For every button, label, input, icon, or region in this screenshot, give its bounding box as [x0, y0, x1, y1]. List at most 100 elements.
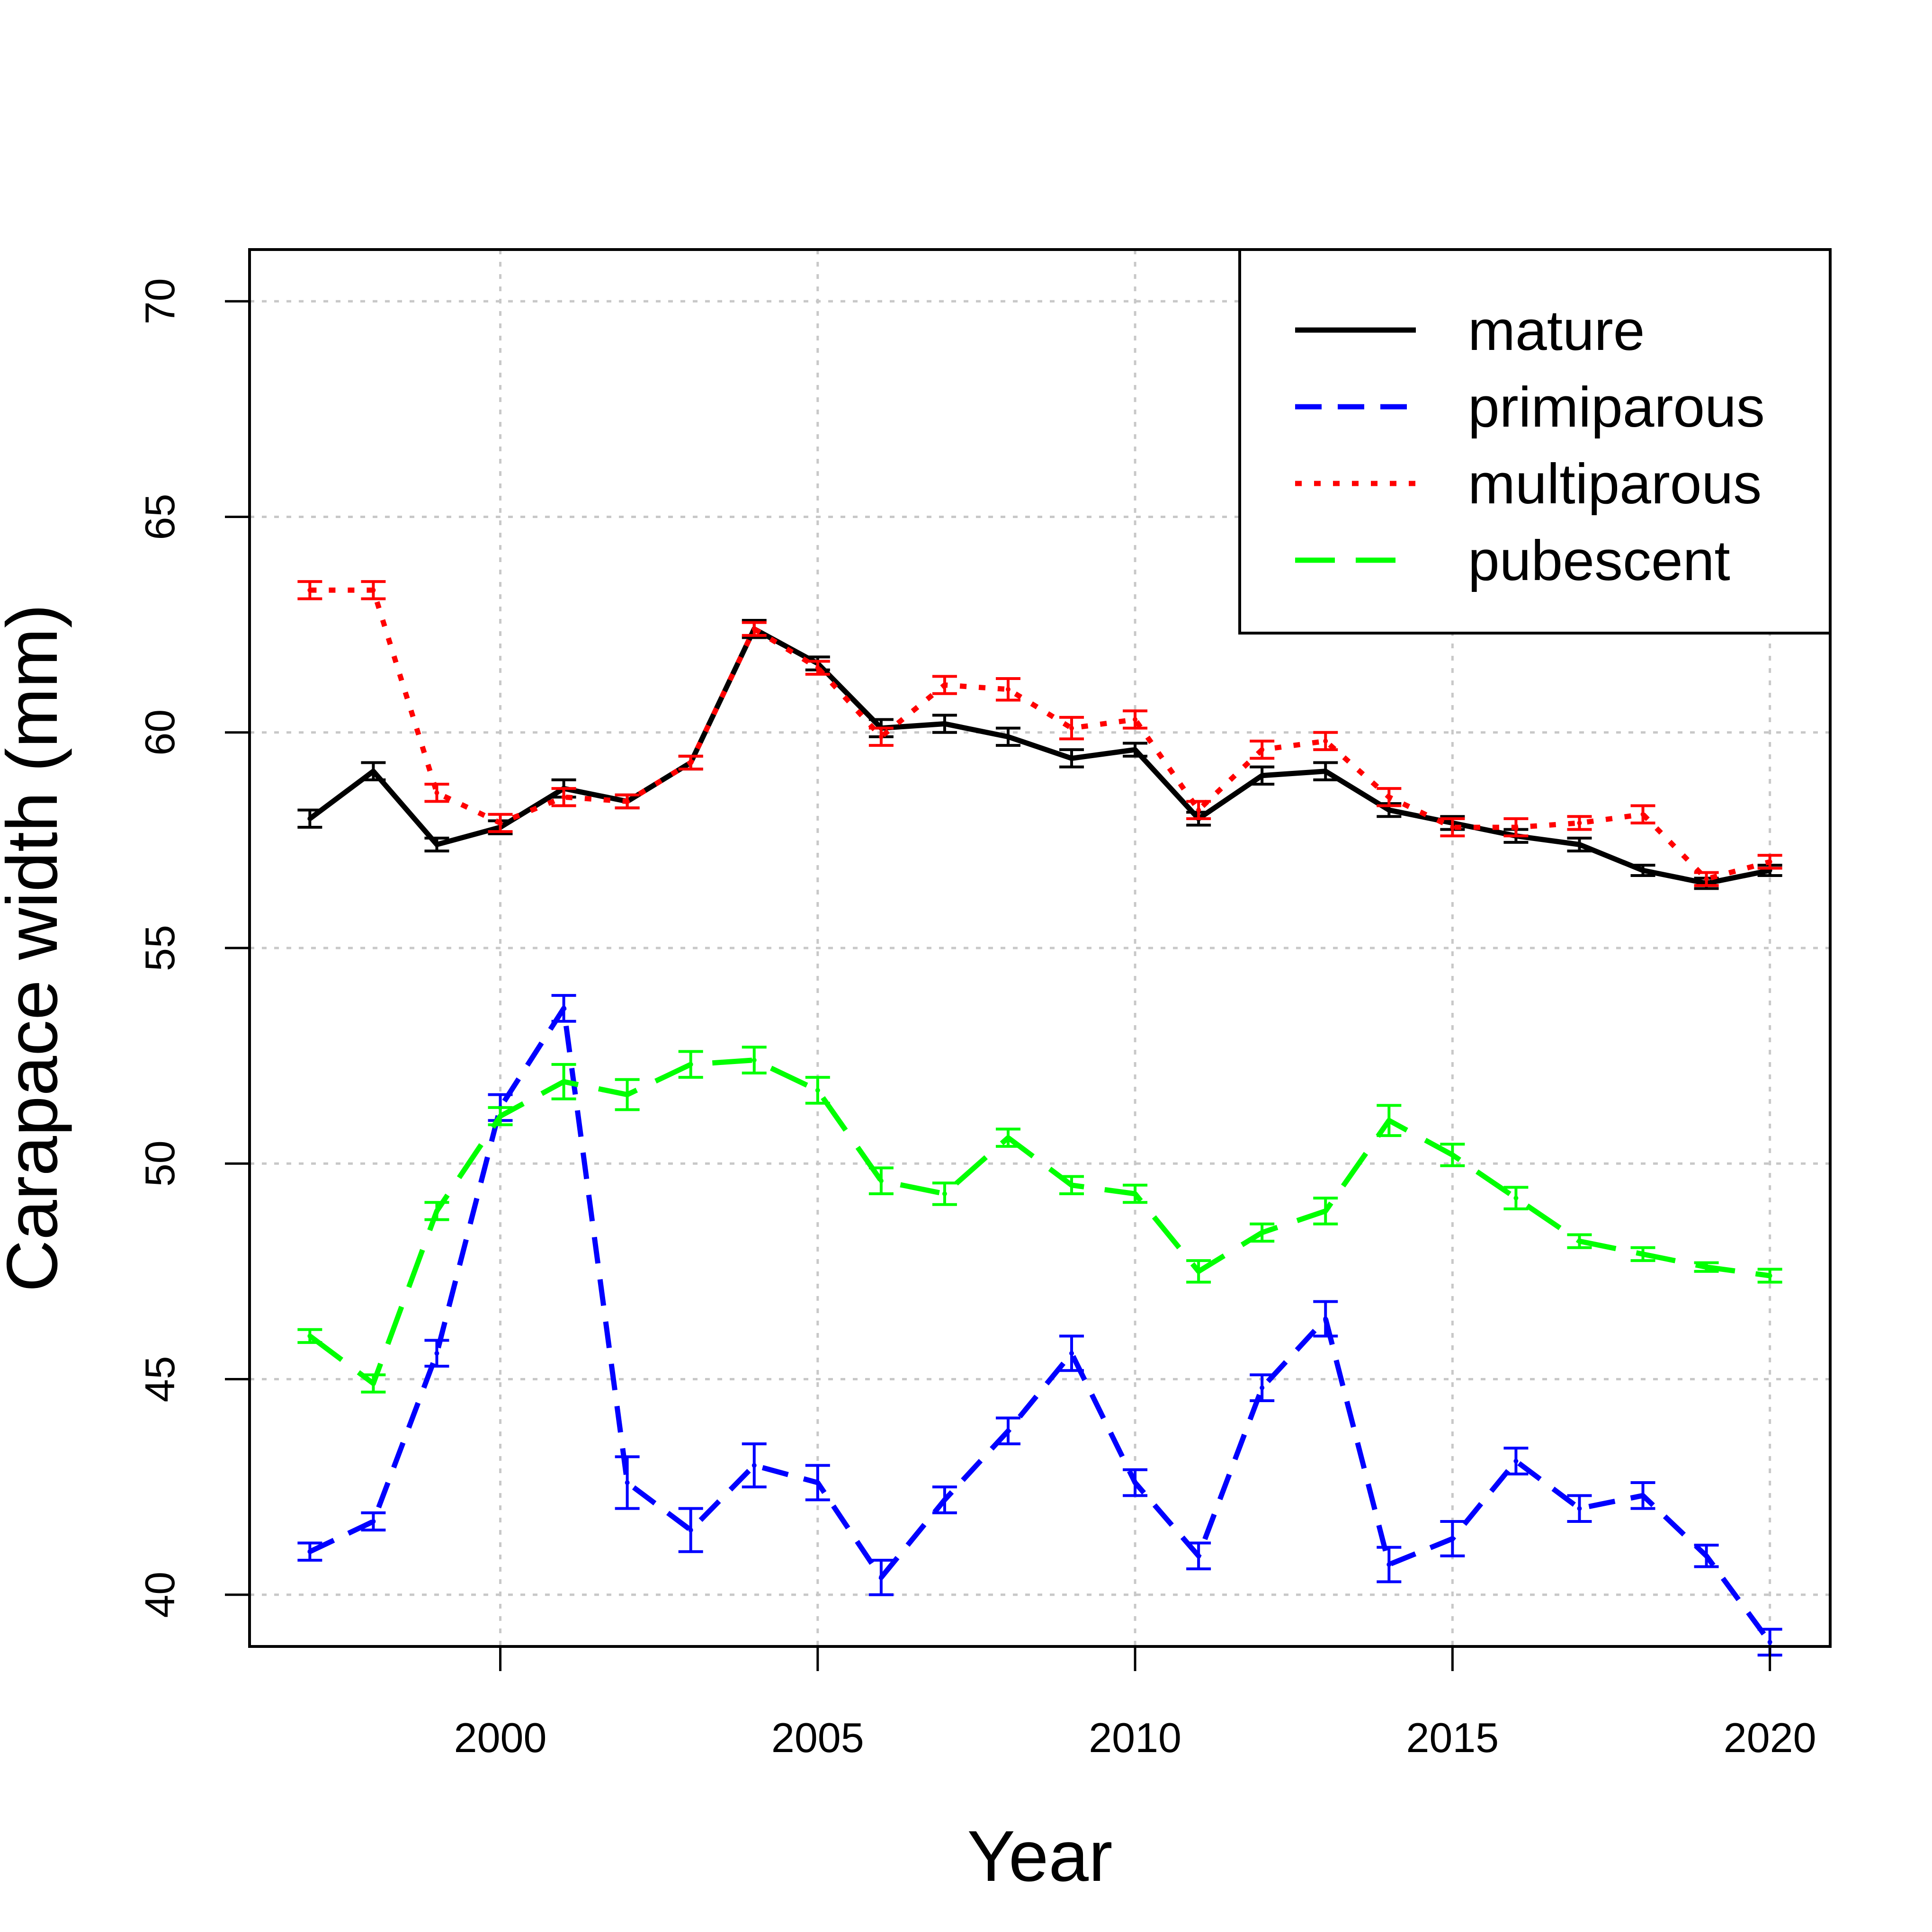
legend-label-multiparous: multiparous	[1468, 452, 1762, 516]
data-point	[942, 682, 947, 688]
legend-label-mature: mature	[1468, 299, 1645, 362]
data-point	[1640, 868, 1646, 873]
data-point	[1005, 1428, 1011, 1433]
series-pubescent	[297, 1046, 1782, 1394]
y-axis: 40 45 50 55 60 65 70	[136, 278, 250, 1618]
data-point	[307, 816, 313, 821]
data-point	[434, 1351, 439, 1356]
y-axis-title: Carapace width (mm)	[0, 604, 72, 1292]
data-point	[1260, 1385, 1265, 1390]
data-point	[878, 734, 884, 739]
series-line-primiparous	[309, 1006, 1772, 1644]
legend-entries: mature primiparous multiparous pubescent	[1295, 299, 1765, 592]
data-point	[1513, 1196, 1519, 1201]
data-point	[1767, 1273, 1772, 1278]
x-axis: 2000 2005 2010 2015 2020	[454, 1646, 1816, 1761]
series-multiparous	[297, 580, 1782, 887]
series-line-pubescent	[308, 1057, 1771, 1386]
series-mature	[297, 619, 1782, 890]
data-point	[815, 1480, 820, 1485]
data-point	[1323, 1316, 1328, 1322]
data-point	[434, 842, 439, 847]
legend-box	[1238, 248, 1832, 635]
series-line-mature	[308, 626, 1771, 886]
data-point	[942, 1191, 947, 1196]
data-point	[1450, 1153, 1455, 1158]
data-point	[561, 1079, 566, 1084]
data-point	[371, 1519, 376, 1524]
data-point	[1069, 1351, 1074, 1356]
x-tick-label: 2020	[1724, 1714, 1816, 1761]
data-point	[1704, 1553, 1709, 1558]
data-point	[1577, 820, 1582, 825]
data-point	[1133, 747, 1138, 752]
data-point	[434, 790, 439, 796]
y-tick-label: 65	[136, 494, 183, 540]
data-point	[371, 588, 376, 593]
data-point	[1069, 725, 1074, 731]
data-point	[1577, 842, 1582, 847]
data-point	[561, 795, 566, 800]
data-point	[1640, 1493, 1646, 1498]
data-point	[1704, 877, 1709, 882]
data-point	[1577, 1506, 1582, 1511]
data-point	[1513, 825, 1519, 830]
data-point	[751, 626, 757, 632]
data-point	[1704, 1264, 1709, 1270]
data-point	[625, 1092, 630, 1097]
legend-label-primiparous: primiparous	[1468, 376, 1765, 439]
data-point	[1260, 773, 1265, 778]
data-point	[434, 1208, 439, 1214]
data-point	[371, 769, 376, 774]
data-point	[1260, 1230, 1265, 1235]
data-point	[688, 1528, 693, 1533]
data-point	[1196, 1269, 1201, 1274]
data-point	[498, 820, 503, 825]
data-point	[815, 665, 820, 671]
data-point	[815, 1088, 820, 1093]
legend: mature primiparous multiparous pubescent	[1238, 248, 1832, 635]
data-point	[561, 1006, 566, 1011]
data-point	[307, 1549, 313, 1554]
data-point	[1069, 756, 1074, 761]
data-point	[688, 760, 693, 765]
data-point	[1005, 1135, 1011, 1140]
data-point	[1323, 1208, 1328, 1214]
x-axis-title: Year	[967, 1816, 1112, 1896]
data-point	[1005, 687, 1011, 692]
y-tick-label: 45	[136, 1356, 183, 1403]
series-line-multiparous	[310, 587, 1771, 882]
data-point	[688, 1062, 693, 1067]
data-point	[1005, 734, 1011, 739]
data-point	[1386, 795, 1392, 800]
data-point	[1386, 1562, 1392, 1567]
data-point	[1450, 825, 1455, 830]
data-point	[1386, 1118, 1392, 1123]
series-primiparous	[297, 994, 1782, 1657]
data-point	[878, 1575, 884, 1580]
data-point	[1577, 1239, 1582, 1244]
data-point	[307, 1333, 313, 1339]
data-point	[1133, 717, 1138, 722]
data-point	[498, 1114, 503, 1119]
series-group	[297, 580, 1782, 1657]
y-tick-label: 50	[136, 1140, 183, 1187]
x-tick-label: 2015	[1406, 1714, 1499, 1761]
x-tick-label: 2010	[1089, 1714, 1181, 1761]
legend-label-pubescent: pubescent	[1468, 529, 1730, 592]
grid	[250, 250, 1830, 1646]
data-point	[942, 721, 947, 726]
data-point	[1640, 1252, 1646, 1257]
data-point	[625, 799, 630, 804]
data-point	[1386, 807, 1392, 813]
x-tick-label: 2000	[454, 1714, 547, 1761]
data-point	[1767, 859, 1772, 864]
data-point	[1069, 1182, 1074, 1188]
data-point	[751, 1057, 757, 1063]
y-tick-label: 55	[136, 925, 183, 971]
data-point	[1196, 1553, 1201, 1558]
data-point	[1133, 1480, 1138, 1485]
data-point	[307, 588, 313, 593]
data-point	[1323, 769, 1328, 774]
y-tick-label: 40	[136, 1572, 183, 1618]
